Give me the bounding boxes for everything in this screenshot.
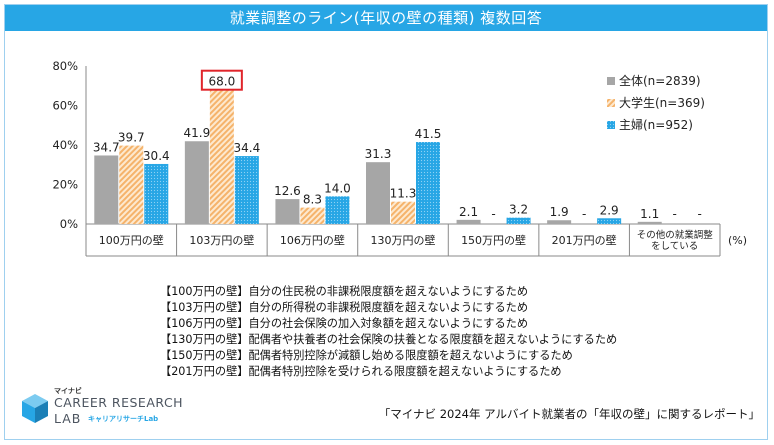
logo-text-line1: CAREER RESEARCH — [54, 395, 184, 410]
y-tick-label: 0% — [60, 217, 78, 231]
bar — [184, 141, 209, 224]
y-tick-label: 80% — [52, 59, 78, 73]
data-label: 3.2 — [509, 203, 528, 217]
legend-label: 主婦(n=952) — [619, 117, 693, 132]
data-label: 41.5 — [415, 127, 442, 141]
chart-title: 就業調整のライン(年収の壁の種類) 複数回答 — [5, 5, 767, 31]
x-tick-label: 130万円の壁 — [371, 233, 436, 247]
bar — [456, 219, 481, 224]
y-tick-label: 20% — [52, 178, 78, 192]
bar — [597, 218, 622, 224]
note-line: 【201万円の壁】配偶者特別控除を受けられる限度額を超えないようにするため — [160, 365, 562, 378]
data-label: - — [582, 207, 586, 221]
data-label: 30.4 — [143, 149, 170, 163]
note-line: 【130万円の壁】配偶者や扶養者の社会保険の扶養となる限度額を超えないようにする… — [160, 333, 618, 346]
x-tick-label: 100万円の壁 — [99, 233, 164, 247]
unit-label: (%) — [728, 234, 747, 247]
legend-label: 大学生(n=369) — [619, 95, 705, 110]
data-label: - — [673, 207, 677, 221]
data-label: 1.9 — [550, 205, 569, 219]
legend-label: 全体(n=2839) — [619, 73, 701, 88]
note-line: 【103万円の壁】自分の所得税の非課税限度額を超えないようにするため — [160, 301, 529, 314]
bar — [391, 201, 415, 224]
bar — [325, 196, 350, 224]
x-tick-label: をしている — [651, 241, 698, 252]
data-label: 14.0 — [324, 181, 351, 195]
bar — [366, 162, 390, 224]
legend-swatch — [607, 121, 615, 129]
logo-text-line2: LAB — [54, 411, 82, 426]
bar — [144, 163, 169, 224]
data-label: - — [491, 207, 495, 221]
x-tick-label: その他の就業調整 — [637, 229, 714, 241]
x-tick-label: 150万円の壁 — [461, 233, 526, 247]
x-tick-label: 103万円の壁 — [189, 233, 254, 247]
source-note: 「マイナビ 2024年 アルバイト就業者の「年収の壁」に関するレポート」 — [378, 407, 760, 421]
note-line: 【106万円の壁】自分の社会保険の加入対象額を超えないようにするため — [160, 317, 529, 330]
bar-chart: 0% 20% 40% 60% 80% 34.739.7 30.4 100万円の壁 41.9 68.… — [52, 59, 747, 257]
bar — [209, 89, 234, 224]
bar — [94, 155, 119, 224]
notes-list: 【100万円の壁】自分の住民税の非課税限度額を超えないようにするため 【103万… — [160, 284, 617, 380]
y-tick-label: 60% — [52, 99, 78, 113]
data-label: 34.7 — [93, 140, 120, 154]
bar — [275, 199, 300, 224]
data-label: 39.7 — [118, 131, 145, 145]
logo-text-kana: キャリアリサーチLab — [88, 415, 159, 423]
note-line: 【100万円の壁】自分の住民税の非課税限度額を超えないようにするため — [160, 285, 529, 298]
x-tick-label: 106万円の壁 — [280, 233, 345, 247]
data-label: - — [698, 207, 702, 221]
bar — [416, 142, 440, 224]
data-label: 34.4 — [233, 141, 260, 155]
data-label: 31.3 — [365, 147, 392, 161]
data-label: 41.9 — [183, 126, 210, 140]
cube-logo-icon — [22, 394, 48, 423]
career-research-lab-logo: マイナビ CAREER RESEARCH LAB キャリアリサーチLab — [18, 384, 183, 434]
data-label: 12.6 — [274, 184, 301, 198]
bar — [506, 217, 531, 224]
logo-brand: マイナビ — [54, 387, 82, 395]
x-tick-label: 201万円の壁 — [552, 233, 617, 247]
bar — [547, 220, 572, 224]
bar — [119, 145, 144, 224]
data-label: 1.1 — [640, 207, 659, 221]
highlight-box — [200, 69, 243, 91]
data-label: 11.3 — [390, 187, 417, 201]
y-tick-label: 40% — [52, 138, 78, 152]
data-label: 68.0 — [208, 75, 235, 89]
data-label: 8.3 — [303, 193, 322, 207]
note-line: 【150万円の壁】配偶者特別控除が減額し始める限度額を超えないようにするため — [160, 349, 573, 362]
bar — [234, 156, 259, 224]
data-label: 2.9 — [600, 203, 619, 217]
bar — [637, 221, 662, 224]
legend-swatch — [607, 77, 615, 85]
data-label: 2.1 — [459, 205, 478, 219]
legend-swatch — [607, 99, 615, 107]
bar — [300, 207, 325, 224]
